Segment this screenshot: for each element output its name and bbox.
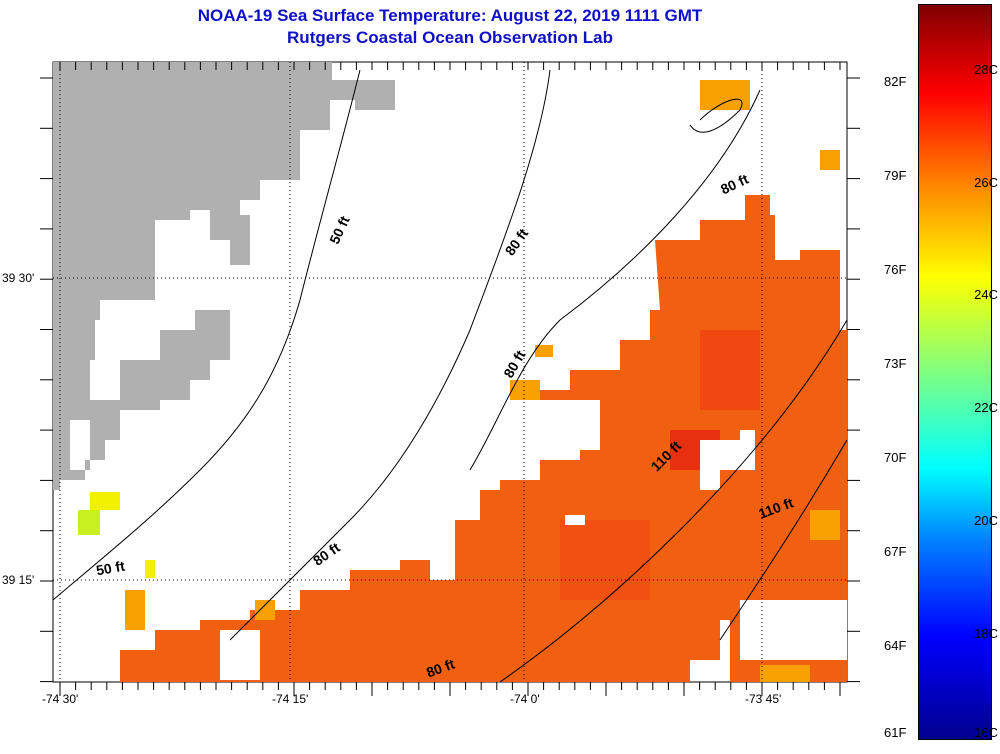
colorbar xyxy=(918,4,992,740)
land-cape-may xyxy=(53,310,230,490)
colorbar-f-label: 73F xyxy=(884,356,907,372)
x-tick-label: -73 45' xyxy=(745,692,782,706)
colorbar-c-label: 18C xyxy=(974,625,998,641)
colorbar-c-label: 22C xyxy=(974,400,998,416)
x-tick-label: -74 0' xyxy=(510,692,540,706)
x-tick-label: -74 15' xyxy=(272,692,309,706)
sst-map xyxy=(40,61,860,696)
land-new-jersey xyxy=(53,62,395,470)
sst-gaps xyxy=(220,400,847,680)
sst-cool-patch xyxy=(78,492,155,578)
y-tick-label: 39 15' xyxy=(2,573,35,587)
sst-data xyxy=(120,195,847,682)
colorbar-f-label: 70F xyxy=(884,450,907,466)
colorbar-c-label: 24C xyxy=(974,287,998,303)
y-tick-label: 39 30' xyxy=(2,271,35,285)
colorbar-c-label: 26C xyxy=(974,174,998,190)
colorbar-f-label: 64F xyxy=(884,638,907,654)
axis-ticks xyxy=(40,62,860,696)
colorbar-f-label: 79F xyxy=(884,168,907,184)
x-tick-label: -74 30' xyxy=(42,692,79,706)
colorbar-c-label: 16C xyxy=(974,725,998,740)
sst-patches xyxy=(125,80,840,682)
colorbar-f-label: 76F xyxy=(884,262,907,278)
map-title: NOAA-19 Sea Surface Temperature: August … xyxy=(197,6,703,25)
colorbar-f-label: 82F xyxy=(884,74,907,90)
bathymetry-contours xyxy=(52,69,848,683)
colorbar-c-label: 20C xyxy=(974,512,998,528)
graticule xyxy=(53,62,847,682)
colorbar-f-label: 61F xyxy=(884,725,907,740)
colorbar-c-label: 28C xyxy=(974,61,998,77)
map-subtitle: Rutgers Coastal Ocean Observation Lab xyxy=(287,28,613,47)
colorbar-f-label: 67F xyxy=(884,544,907,560)
